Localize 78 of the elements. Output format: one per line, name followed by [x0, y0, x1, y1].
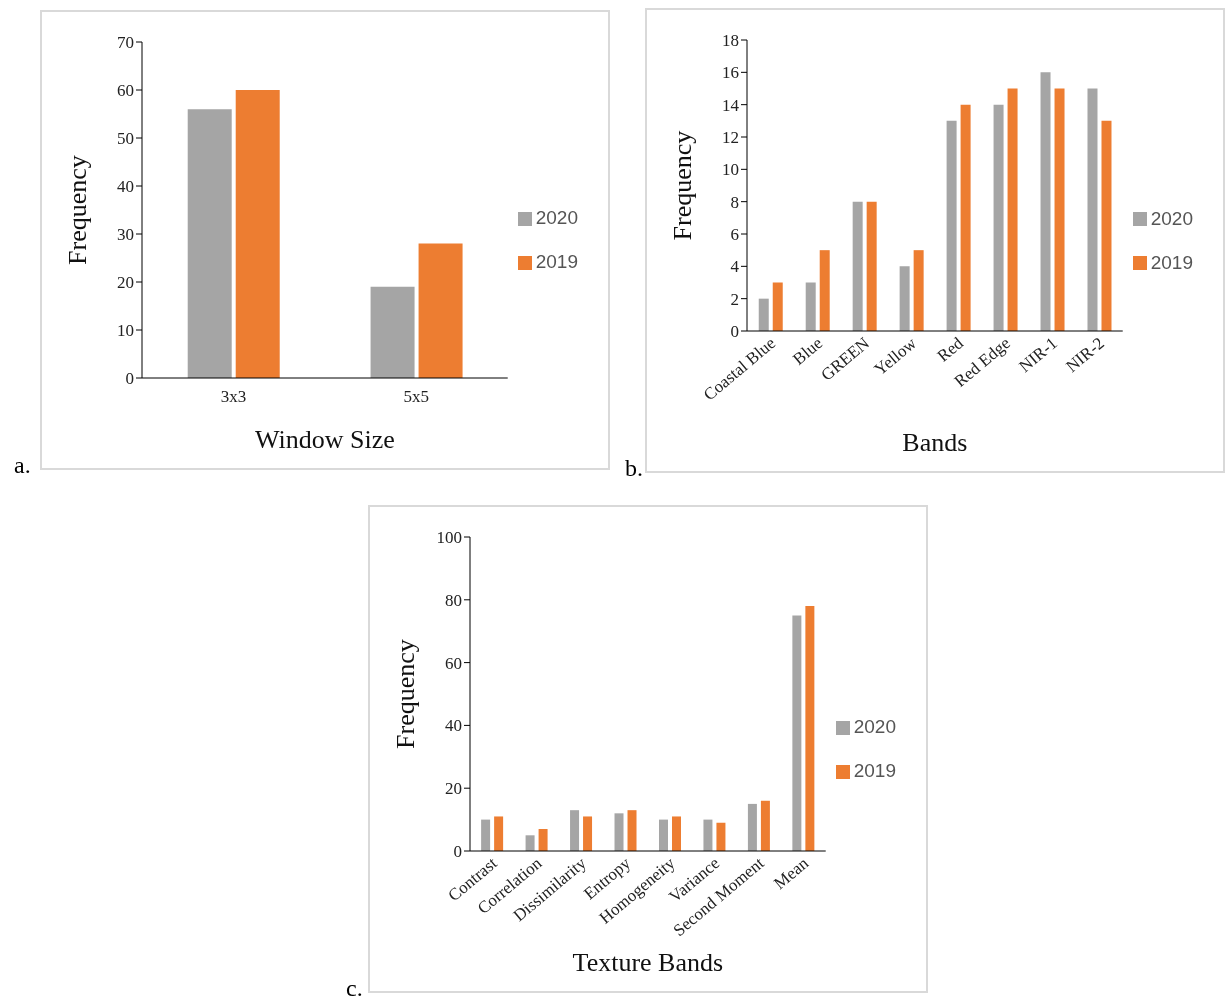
bar — [899, 266, 910, 331]
bar — [866, 201, 877, 331]
y-tick-label: 18 — [722, 31, 739, 51]
bar — [772, 282, 783, 331]
bar — [583, 816, 593, 851]
y-tick-label: 16 — [722, 63, 739, 83]
bar — [805, 606, 815, 851]
bar — [758, 298, 769, 331]
y-tick-label: 2 — [730, 289, 739, 309]
legend-label: 2019 — [535, 251, 578, 272]
y-tick-label: 80 — [445, 590, 462, 610]
bar — [760, 800, 770, 851]
bar — [819, 250, 830, 331]
x-tick-label: Red — [933, 333, 968, 366]
legend-label: 2020 — [1150, 207, 1193, 229]
y-tick-label: 10 — [722, 160, 739, 180]
bar — [852, 201, 863, 331]
bar — [627, 810, 637, 851]
y-tick-label: 6 — [730, 225, 739, 245]
bar — [1007, 88, 1018, 331]
legend-label: 2019 — [853, 760, 896, 781]
legend-label: 2019 — [1150, 251, 1193, 273]
y-tick-label: 20 — [117, 273, 134, 293]
y-tick-label: 0 — [125, 369, 134, 389]
y-tick-label: 12 — [722, 128, 739, 148]
text: c. — [346, 975, 363, 1001]
y-tick-label: 40 — [117, 177, 134, 197]
y-tick-label: 4 — [730, 257, 740, 277]
bar — [494, 816, 504, 851]
y-tick-label: 70 — [117, 33, 134, 53]
bar — [235, 90, 280, 378]
y-tick-label: 20 — [445, 779, 462, 799]
y-tick-label: 50 — [117, 129, 134, 149]
bar — [716, 822, 726, 851]
bar — [187, 109, 232, 378]
y-tick-label: 10 — [117, 321, 134, 341]
y-tick-label: 40 — [445, 716, 462, 736]
x-tick-label: 5x5 — [403, 387, 430, 406]
y-tick-label: 14 — [722, 95, 740, 115]
bar — [960, 104, 971, 331]
text: a. — [14, 452, 31, 479]
bar — [570, 810, 580, 851]
bar — [792, 615, 802, 851]
bar — [614, 813, 624, 851]
legend-label: 2020 — [535, 207, 578, 228]
bar — [1054, 88, 1065, 331]
y-axis-title: Frequency — [63, 155, 93, 265]
y-tick-label: 60 — [117, 81, 134, 101]
y-tick-label: 60 — [445, 653, 462, 673]
x-axis-title: Bands — [902, 428, 968, 457]
bar — [993, 104, 1004, 331]
y-tick-label: 0 — [453, 842, 462, 862]
y-tick-label: 100 — [436, 528, 462, 548]
bar — [946, 120, 957, 331]
bar — [805, 282, 816, 331]
y-tick-label: 30 — [117, 225, 134, 245]
y-axis-title: Frequency — [391, 639, 421, 749]
bar — [538, 829, 548, 851]
bar — [418, 243, 463, 378]
bar — [913, 250, 924, 331]
bar — [1087, 88, 1098, 331]
y-tick-label: 0 — [730, 322, 739, 342]
bar — [1101, 120, 1112, 331]
bar — [1040, 72, 1051, 331]
bar — [703, 819, 713, 851]
text: b. — [625, 455, 643, 482]
x-tick-label: 3x3 — [220, 387, 247, 406]
y-tick-label: 8 — [730, 192, 739, 212]
legend-label: 2020 — [853, 716, 896, 737]
bar — [481, 819, 491, 851]
bar — [525, 835, 535, 851]
bar — [671, 816, 681, 851]
bar — [658, 819, 668, 851]
y-axis-title: Frequency — [668, 130, 698, 241]
x-axis-title: Window Size — [254, 425, 395, 454]
bar — [747, 803, 757, 851]
bar — [370, 286, 415, 378]
x-axis-title: Texture Bands — [572, 948, 724, 977]
